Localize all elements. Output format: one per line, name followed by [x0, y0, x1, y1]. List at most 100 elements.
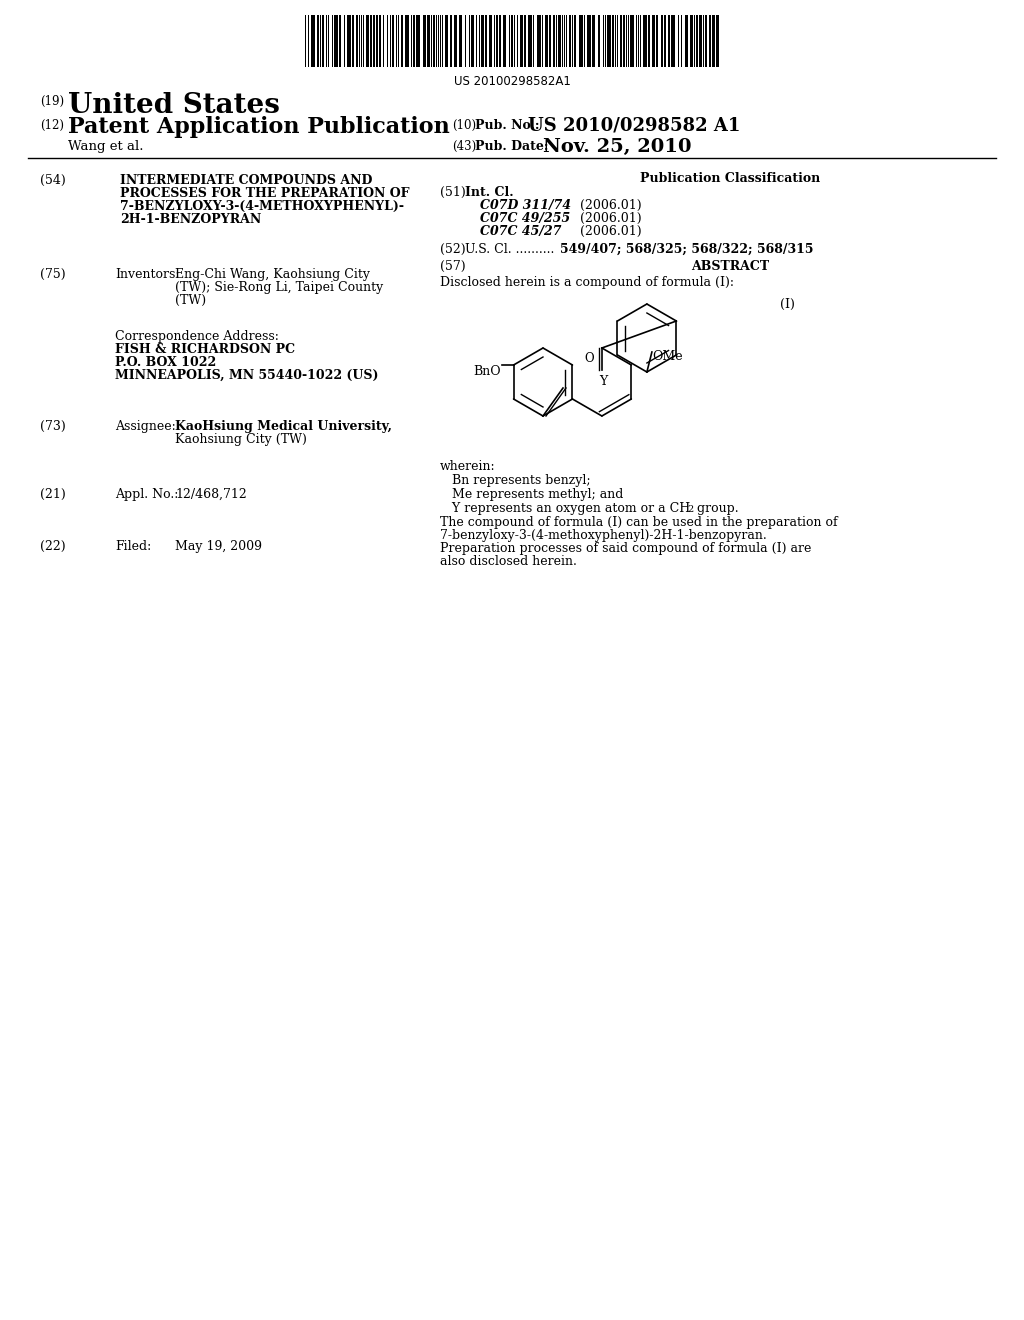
Text: Inventors:: Inventors:	[115, 268, 179, 281]
Bar	[598, 15, 600, 67]
Bar	[392, 15, 394, 67]
Text: US 20100298582A1: US 20100298582A1	[454, 75, 570, 88]
Bar	[433, 15, 435, 67]
Bar	[459, 15, 462, 67]
Bar	[652, 15, 655, 67]
Text: May 19, 2009: May 19, 2009	[175, 540, 262, 553]
Text: P.O. BOX 1022: P.O. BOX 1022	[115, 356, 216, 370]
Bar	[370, 15, 372, 67]
Bar	[450, 15, 452, 67]
Text: MINNEAPOLIS, MN 55440-1022 (US): MINNEAPOLIS, MN 55440-1022 (US)	[115, 370, 379, 381]
Text: Pub. No.:: Pub. No.:	[475, 119, 540, 132]
Bar	[471, 15, 474, 67]
Bar	[499, 15, 501, 67]
Text: 549/407; 568/325; 568/322; 568/315: 549/407; 568/325; 568/322; 568/315	[560, 243, 813, 256]
Bar	[671, 15, 675, 67]
Text: O: O	[584, 351, 594, 364]
Bar	[511, 15, 513, 67]
Text: Preparation processes of said compound of formula (I) are: Preparation processes of said compound o…	[440, 543, 811, 554]
Text: (73): (73)	[40, 420, 66, 433]
Text: 2: 2	[687, 506, 693, 513]
Bar	[620, 15, 622, 67]
Text: (10): (10)	[452, 119, 476, 132]
Bar	[352, 15, 354, 67]
Text: (51): (51)	[440, 186, 466, 199]
Text: The compound of formula (I) can be used in the preparation of: The compound of formula (I) can be used …	[440, 516, 838, 529]
Text: (57): (57)	[440, 260, 466, 273]
Text: 7-benzyloxy-3-(4-methoxyphenyl)-2H-1-benzopyran.: 7-benzyloxy-3-(4-methoxyphenyl)-2H-1-ben…	[440, 529, 767, 543]
Text: C07D 311/74: C07D 311/74	[480, 199, 571, 213]
Bar	[347, 15, 351, 67]
Text: wherein:: wherein:	[440, 459, 496, 473]
Bar	[696, 15, 698, 67]
Text: Pub. Date:: Pub. Date:	[475, 140, 549, 153]
Bar	[373, 15, 375, 67]
Text: Wang et al.: Wang et al.	[68, 140, 143, 153]
Bar	[574, 15, 575, 67]
Bar	[520, 15, 523, 67]
Text: (75): (75)	[40, 268, 66, 281]
Text: C07C 45/27: C07C 45/27	[480, 224, 561, 238]
Text: US 2010/0298582 A1: US 2010/0298582 A1	[528, 117, 740, 135]
Text: (2006.01): (2006.01)	[580, 213, 642, 224]
Text: (2006.01): (2006.01)	[580, 199, 642, 213]
Text: (43): (43)	[452, 140, 476, 153]
Bar	[592, 15, 595, 67]
Bar	[643, 15, 647, 67]
Bar	[528, 15, 532, 67]
Text: (54): (54)	[40, 174, 66, 187]
Bar	[524, 15, 526, 67]
Bar	[705, 15, 707, 67]
Text: 2H-1-BENZOPYRAN: 2H-1-BENZOPYRAN	[120, 213, 261, 226]
Text: Me represents methyl; and: Me represents methyl; and	[440, 488, 624, 502]
Bar	[630, 15, 634, 67]
Text: (52): (52)	[440, 243, 466, 256]
Bar	[376, 15, 378, 67]
Text: also disclosed herein.: also disclosed herein.	[440, 554, 577, 568]
Text: 12/468,712: 12/468,712	[175, 488, 247, 502]
Text: Patent Application Publication: Patent Application Publication	[68, 116, 450, 139]
Bar	[537, 15, 541, 67]
Bar	[503, 15, 506, 67]
Bar	[607, 15, 611, 67]
Text: Appl. No.:: Appl. No.:	[115, 488, 178, 502]
Text: (12): (12)	[40, 119, 63, 132]
Text: Bn represents benzyl;: Bn represents benzyl;	[440, 474, 591, 487]
Text: (TW): (TW)	[175, 294, 206, 308]
Bar	[709, 15, 711, 67]
Bar	[545, 15, 548, 67]
Bar	[496, 15, 498, 67]
Text: (I): (I)	[780, 298, 795, 312]
Bar	[413, 15, 415, 67]
Bar	[662, 15, 663, 67]
Bar	[416, 15, 420, 67]
Bar	[664, 15, 666, 67]
Bar	[656, 15, 658, 67]
Bar	[485, 15, 487, 67]
Text: C07C 49/255: C07C 49/255	[480, 213, 570, 224]
Text: BnO: BnO	[473, 366, 501, 378]
Bar	[549, 15, 551, 67]
Text: Nov. 25, 2010: Nov. 25, 2010	[543, 139, 691, 156]
Text: 7-BENZYLOXY-3-(4-METHOXYPHENYL)-: 7-BENZYLOXY-3-(4-METHOXYPHENYL)-	[120, 201, 404, 213]
Bar	[699, 15, 702, 67]
Text: Filed:: Filed:	[115, 540, 152, 553]
Bar	[481, 15, 484, 67]
Bar	[612, 15, 614, 67]
Bar	[712, 15, 715, 67]
Bar	[322, 15, 324, 67]
Text: Correspondence Address:: Correspondence Address:	[115, 330, 279, 343]
Text: Kaohsiung City (TW): Kaohsiung City (TW)	[175, 433, 307, 446]
Text: Publication Classification: Publication Classification	[640, 172, 820, 185]
Bar	[690, 15, 693, 67]
Text: Eng-Chi Wang, Kaohsiung City: Eng-Chi Wang, Kaohsiung City	[175, 268, 370, 281]
Text: ABSTRACT: ABSTRACT	[691, 260, 769, 273]
Text: KaoHsiung Medical University,: KaoHsiung Medical University,	[175, 420, 392, 433]
Bar	[339, 15, 341, 67]
Bar	[406, 15, 409, 67]
Text: FISH & RICHARDSON PC: FISH & RICHARDSON PC	[115, 343, 295, 356]
Bar	[587, 15, 591, 67]
Text: Assignee:: Assignee:	[115, 420, 176, 433]
Bar	[553, 15, 555, 67]
Bar	[401, 15, 403, 67]
